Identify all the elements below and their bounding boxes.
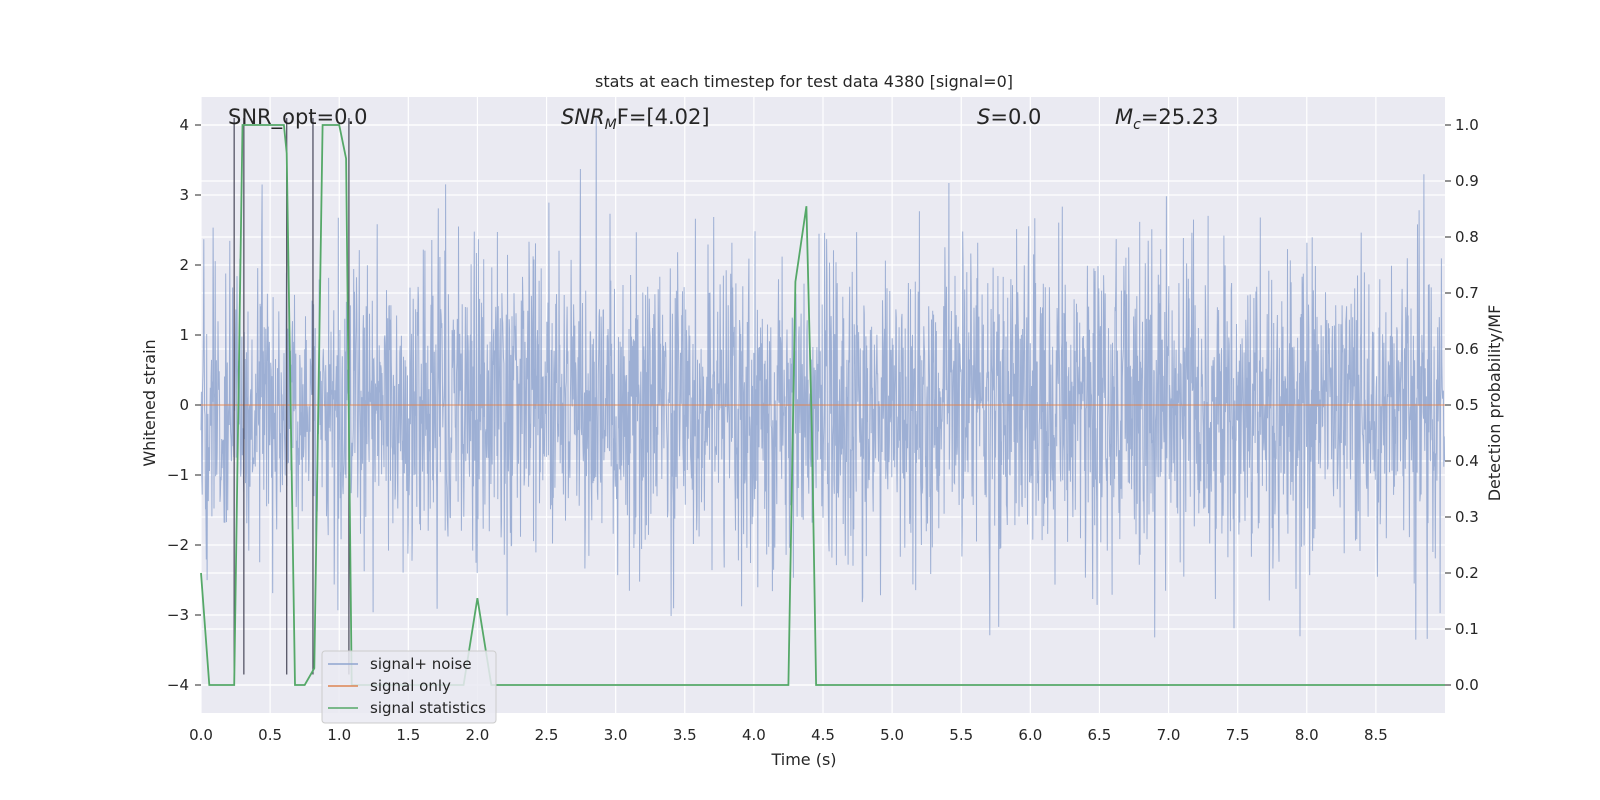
y-tick-label: 3 (179, 186, 189, 204)
chart-title: stats at each timestep for test data 438… (595, 72, 1013, 91)
legend-label-signal-only: signal only (370, 677, 451, 695)
signal-statistics-line (200, 124, 1445, 686)
x-tick-label: 7.5 (1226, 726, 1250, 744)
annotation-s: S=0.0 (977, 105, 1041, 129)
legend-label-signal-statistics: signal statistics (370, 699, 486, 717)
legend: signal+ noise signal only signal statist… (321, 650, 497, 724)
annotation-mc: Mc=25.23 (1115, 105, 1219, 133)
y2-tick-label: 1.0 (1455, 116, 1479, 134)
x-tick-label: 5.0 (880, 726, 904, 744)
x-tick-label: 2.5 (535, 726, 559, 744)
x-tick-label: 3.5 (673, 726, 697, 744)
x-tick-label: 8.5 (1364, 726, 1388, 744)
x-ticks: 0.0 0.5 1.0 1.5 2.0 2.5 3.0 3.5 4.0 4.5 5.0 5.5 6.0 6… (189, 726, 1388, 744)
x-axis-label: Time (s) (770, 750, 836, 769)
legend-label-signal-plus-noise: signal+ noise (370, 655, 472, 673)
x-tick-label: 4.5 (811, 726, 835, 744)
signal-plus-noise-line (200, 117, 1446, 640)
x-tick-label: 1.5 (396, 726, 420, 744)
annotation-snr-opt: SNR_opt=0.0 (228, 105, 368, 130)
y-tick-label: −1 (167, 466, 189, 484)
y-ticks: 4 3 2 1 0 −1 −2 −3 −4 (167, 116, 201, 694)
x-tick-label: 8.0 (1295, 726, 1319, 744)
y-tick-label: −2 (167, 536, 189, 554)
y2-tick-label: 0.5 (1455, 396, 1479, 414)
y-tick-label: 4 (179, 116, 189, 134)
y2-ticks: 1.0 0.9 0.8 0.7 0.6 0.5 0.4 0.3 0.2 0.1 0.0 (1445, 116, 1479, 694)
y2-tick-label: 0.2 (1455, 564, 1479, 582)
y2-tick-label: 0.1 (1455, 620, 1479, 638)
y-tick-label: −4 (167, 676, 189, 694)
y2-axis-label: Detection probability/MF (1485, 305, 1504, 502)
annotation-snr-mf: SNRMF=[4.02] (561, 105, 710, 133)
x-tick-label: 5.5 (949, 726, 973, 744)
x-tick-label: 1.0 (327, 726, 351, 744)
x-tick-label: 3.0 (604, 726, 628, 744)
legend-box (321, 650, 497, 724)
y2-tick-label: 0.9 (1455, 172, 1479, 190)
x-tick-label: 2.0 (466, 726, 490, 744)
x-tick-label: 6.0 (1018, 726, 1042, 744)
x-tick-label: 0.5 (258, 726, 282, 744)
y2-tick-label: 0.0 (1455, 676, 1479, 694)
y-axis-label: Whitened strain (140, 339, 159, 466)
series-signal-plus-noise (200, 117, 1446, 640)
x-tick-label: 6.5 (1088, 726, 1112, 744)
x-tick-label: 0.0 (189, 726, 213, 744)
y2-tick-label: 0.6 (1455, 340, 1479, 358)
y-tick-label: 2 (179, 256, 189, 274)
y-tick-label: 0 (179, 396, 189, 414)
series-signal-statistics (200, 124, 1445, 686)
y2-tick-label: 0.7 (1455, 284, 1479, 302)
y2-tick-label: 0.4 (1455, 452, 1479, 470)
y2-tick-label: 0.3 (1455, 508, 1479, 526)
x-tick-label: 4.0 (742, 726, 766, 744)
y-tick-label: 1 (179, 326, 189, 344)
x-tick-label: 7.0 (1157, 726, 1181, 744)
y-tick-label: −3 (167, 606, 189, 624)
y2-tick-label: 0.8 (1455, 228, 1479, 246)
